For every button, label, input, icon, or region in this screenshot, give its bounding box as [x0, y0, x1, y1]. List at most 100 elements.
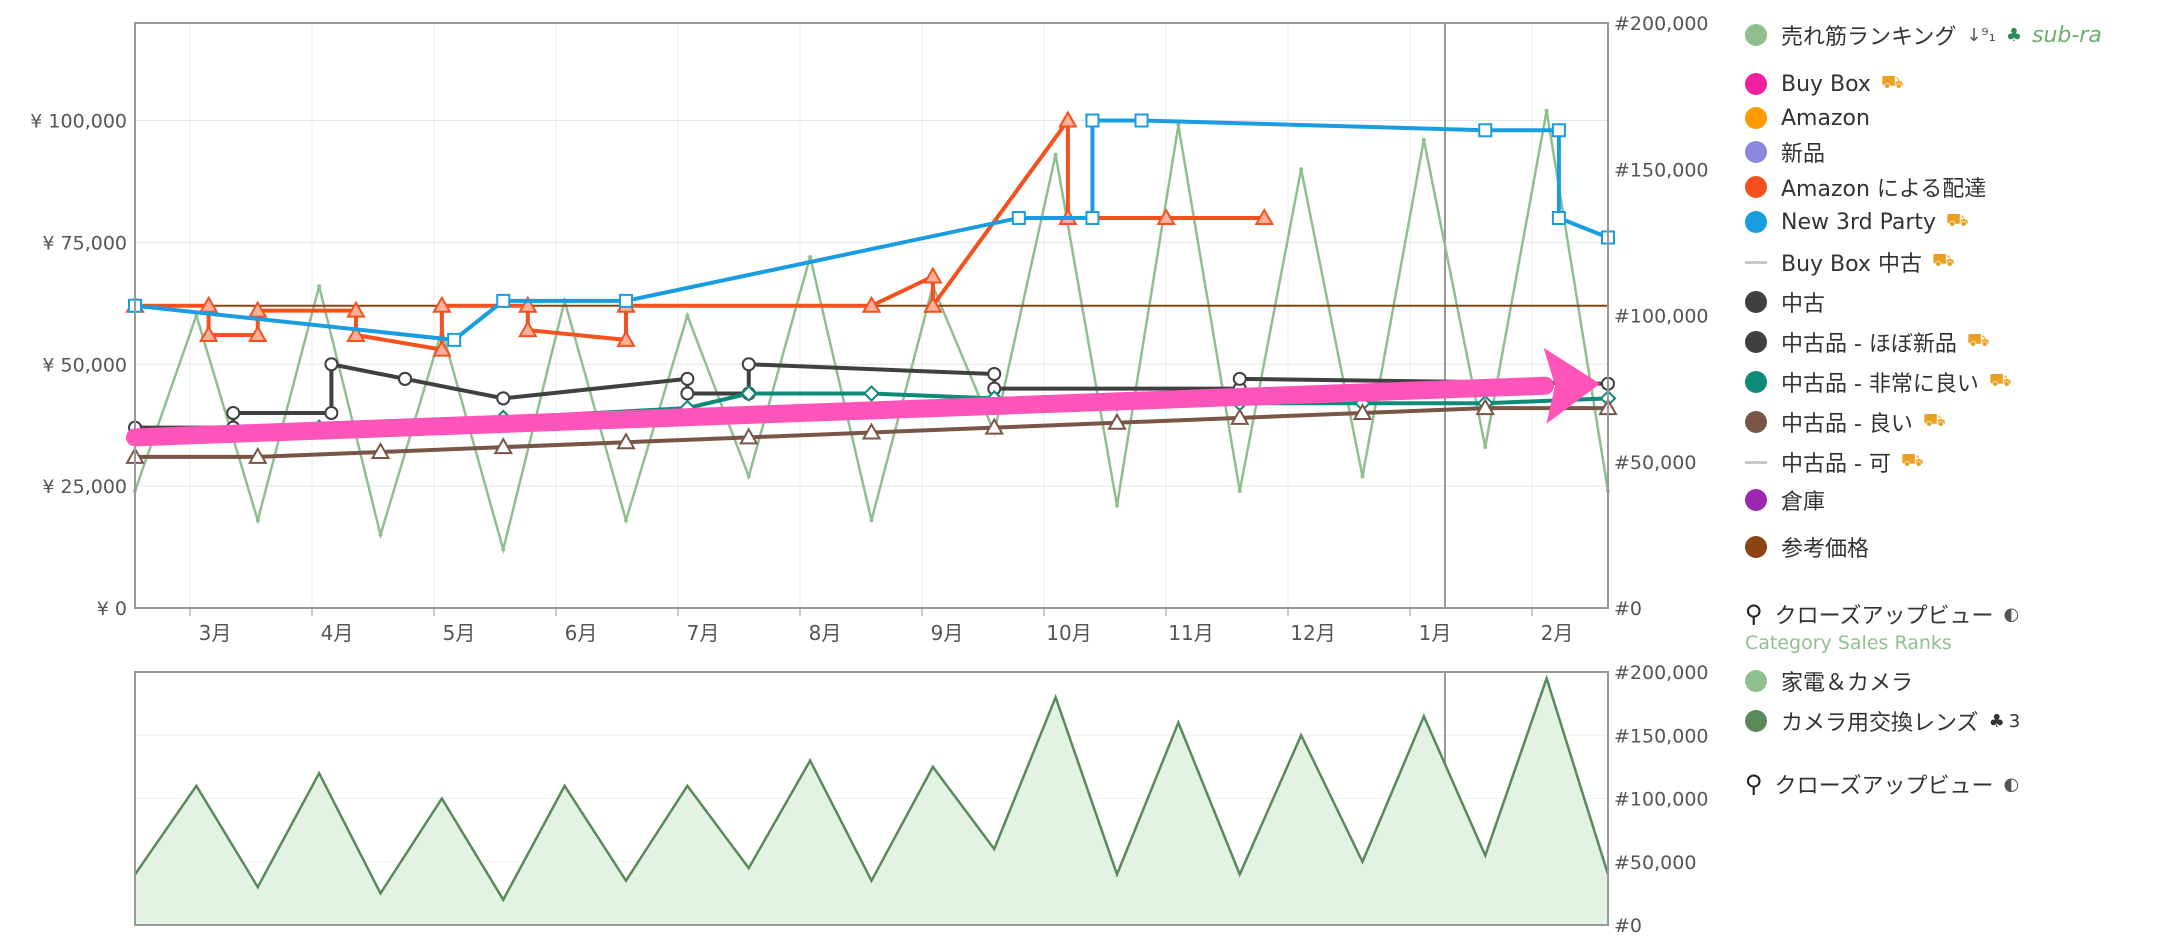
sales-rank-point-10: [746, 474, 751, 479]
lower-rank-tick-label-1: #50,000: [1614, 852, 1696, 874]
arrow-shaft: [126, 376, 1555, 447]
month-label-6: 9月: [931, 621, 964, 645]
point-1-8: [1478, 123, 1493, 138]
point-4-1: [248, 446, 268, 464]
point-0-19: [1254, 207, 1275, 225]
sales-rank-point-20: [1360, 474, 1365, 479]
hierarchy-icon[interactable]: ♣: [1988, 710, 2005, 732]
sort-icon[interactable]: ↓⁹₁: [1966, 24, 1996, 46]
point-0-8: [432, 295, 452, 313]
month-label-1: 4月: [321, 621, 354, 645]
toggle-icon[interactable]: ◐: [2003, 603, 2020, 625]
point-1-2: [496, 293, 511, 308]
point-2-6: [398, 371, 413, 386]
legend-item-9[interactable]: 中古品 - 非常に良い ⛟: [1745, 365, 2012, 399]
point-4-2: [370, 441, 391, 459]
upper-plot-frame: [134, 22, 1609, 609]
rank-tick-label-4: #200,000: [1614, 13, 1709, 35]
legend-item-6[interactable]: Buy Box 中古 ⛟: [1745, 245, 1955, 279]
legend-item-13[interactable]: 参考価格: [1745, 530, 1869, 564]
legend-item-3[interactable]: 新品: [1745, 135, 1825, 169]
month-label-2: 5月: [443, 621, 476, 645]
series-line-2: [135, 361, 1609, 430]
truck-icon: ⛟: [1988, 370, 2012, 391]
point-4-11: [1475, 398, 1495, 416]
legend-item-11[interactable]: 中古品 - 可 ⛟: [1745, 445, 1924, 479]
legend-item-8[interactable]: 中古品 - ほぼ新品 ⛟: [1745, 325, 1990, 359]
point-1-6: [1085, 113, 1100, 128]
point-4-7: [984, 417, 1004, 435]
point-3-4: [740, 385, 758, 402]
lower-rank-tick-label-3: #150,000: [1614, 725, 1709, 747]
closeup-label: クローズアップビュー: [1774, 604, 1994, 629]
legend-label: 家電＆カメラ: [1781, 671, 1914, 696]
sub-count: 3: [2008, 710, 2021, 732]
point-0-10: [518, 320, 538, 338]
month-label-0: 3月: [199, 621, 232, 645]
upper-sales-rank-line: [133, 108, 1610, 555]
upper-axes: ¥ 0 ¥ 25,000 ¥ 50,000 ¥ 75,000 ¥ 100,000 #0 #5…: [30, 13, 1708, 645]
sales-rank-point-19: [1299, 167, 1304, 172]
sales-rank-point-15: [1053, 152, 1058, 157]
point-3-5: [863, 385, 880, 402]
legend-label: 売れ筋ランキング: [1781, 25, 1957, 50]
month-label-9: 12月: [1290, 621, 1335, 645]
lower-rank-line: [133, 674, 1610, 903]
sub-rank-link[interactable]: sub-ra: [2032, 22, 2102, 48]
sales-rank-point-18: [1237, 489, 1242, 493]
closeup-toggle-2[interactable]: ⚲ クローズアップビュー ◐: [1745, 767, 2019, 801]
legend-item-4[interactable]: Amazon による配達: [1745, 170, 1986, 204]
point-2-13: [987, 367, 1002, 381]
legend-item-12[interactable]: 倉庫: [1745, 483, 1825, 517]
legend-label: 中古品 - 非常に良い: [1781, 372, 1979, 397]
sales-rank-point-23: [1544, 108, 1549, 113]
point-2-3: [324, 406, 339, 420]
sales-rank-point-21: [1421, 138, 1426, 142]
chart-area: ¥ 0 ¥ 25,000 ¥ 50,000 ¥ 75,000 ¥ 100,000 #0 #5…: [30, 13, 1709, 937]
truck-icon: ⛟: [1931, 250, 1955, 271]
sales-rank-point-11: [808, 255, 813, 259]
truck-icon: ⛟: [1880, 72, 1904, 93]
legend-label: Buy Box 中古: [1781, 252, 1922, 277]
price-tick-label-4: ¥ 100,000: [30, 111, 127, 133]
month-label-3: 6月: [565, 621, 598, 645]
legend-item-category-1[interactable]: 家電＆カメラ: [1745, 664, 1913, 698]
point-1-5: [1085, 211, 1100, 225]
legend-label: Amazon: [1781, 105, 1870, 131]
hierarchy-icon[interactable]: ♣: [2005, 24, 2022, 46]
closeup-toggle-1[interactable]: ⚲ クローズアップビュー ◐: [1745, 597, 2019, 631]
legend-dot: [1745, 107, 1767, 129]
legend-dot: [1745, 411, 1767, 433]
legend-item-5[interactable]: New 3rd Party ⛟: [1745, 205, 1969, 239]
legend-label: Buy Box: [1781, 71, 1871, 97]
point-1-3: [619, 293, 633, 308]
sales-rank-point-17: [1176, 123, 1181, 128]
point-2-12: [741, 357, 756, 372]
legend-item-2[interactable]: Amazon: [1745, 101, 1870, 135]
point-4-8: [1107, 412, 1127, 430]
legend-label: 倉庫: [1781, 490, 1826, 515]
month-label-11: 2月: [1541, 621, 1574, 645]
point-0-18: [1156, 207, 1176, 225]
legend-label: New 3rd Party: [1781, 209, 1937, 235]
legend-item-10[interactable]: 中古品 - 良い ⛟: [1745, 405, 1946, 439]
point-0-4: [248, 300, 268, 318]
lower-frame: [134, 671, 1609, 926]
legend-item-7[interactable]: 中古: [1745, 285, 1825, 319]
month-label-8: 11月: [1168, 621, 1213, 645]
point-1-10: [1551, 211, 1566, 225]
toggle-icon[interactable]: ◐: [2003, 773, 2020, 795]
point-2-16: [1232, 371, 1247, 386]
legend-item-sales-rank[interactable]: 売れ筋ランキング ↓⁹₁ ♣ sub-ra: [1745, 18, 2102, 52]
rank-tick-label-1: #50,000: [1614, 452, 1696, 474]
point-2-9: [680, 371, 695, 386]
point-0-15: [923, 295, 943, 313]
arrow-head: [1543, 347, 1600, 424]
point-1-7: [1134, 113, 1149, 128]
legend-item-category-2[interactable]: カメラ用交換レンズ ♣ 3: [1745, 704, 2020, 738]
point-2-2: [226, 406, 241, 420]
lower-rank-tick-label-0: #0: [1614, 915, 1642, 937]
legend-dot: [1745, 73, 1767, 95]
legend-dot: [1745, 211, 1767, 233]
legend-item-1[interactable]: Buy Box ⛟: [1745, 67, 1904, 101]
